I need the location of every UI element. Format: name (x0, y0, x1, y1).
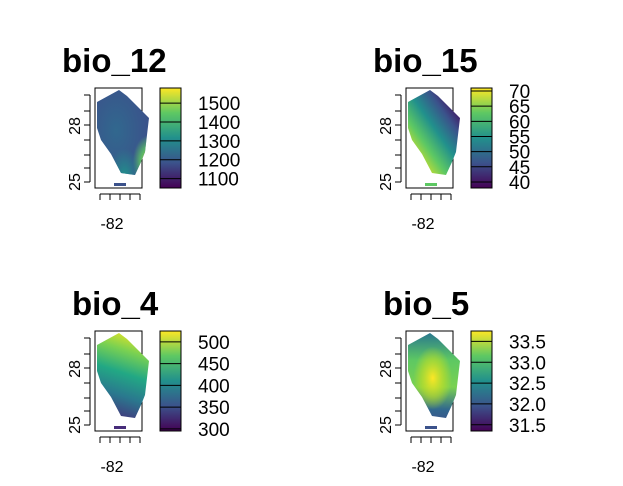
colorbar-fill (471, 88, 492, 188)
colorbar-label: 1200 (198, 151, 240, 172)
colorbar-border (159, 330, 182, 432)
colorbar-border (470, 87, 493, 189)
colorbar-fill (160, 88, 181, 188)
colorbar-label: 450 (198, 355, 230, 376)
y-tick-label: 25 (378, 416, 395, 434)
colorbar-label: 1100 (198, 170, 239, 191)
panel-title: bio_15 (373, 42, 478, 79)
y-tick-label: 28 (67, 360, 84, 378)
colorbar-label: 50 (509, 143, 530, 164)
y-axis (395, 337, 402, 426)
x-tick-label: -82 (100, 216, 123, 233)
colorbar-label: 40 (509, 173, 530, 194)
colorbar-border (470, 330, 493, 432)
x-tick-label: -82 (411, 459, 434, 476)
colorbar-label: 33.5 (509, 332, 546, 353)
panel-title: bio_5 (383, 285, 469, 322)
x-axis (410, 436, 452, 443)
colorbar-label: 400 (198, 376, 230, 397)
panel-title: bio_12 (62, 42, 167, 79)
x-axis (99, 436, 141, 443)
colorbar-label: 300 (198, 420, 230, 441)
y-tick-label: 25 (67, 416, 84, 434)
keys-shape (425, 183, 437, 186)
colorbar-label: 65 (509, 97, 530, 118)
keys-shape (114, 183, 126, 186)
y-tick-label: 28 (67, 117, 84, 135)
y-axis (84, 337, 91, 426)
y-axis (395, 94, 402, 183)
colorbar-label: 1300 (198, 132, 240, 153)
y-axis (84, 94, 91, 183)
colorbar-fill (160, 331, 181, 431)
colorbar-border (159, 87, 182, 189)
colorbar-label: 70 (509, 82, 530, 103)
x-tick-label: -82 (100, 459, 123, 476)
legend-colorbar: 31.532.032.533.033.5 (470, 330, 546, 437)
colorbar-label: 55 (509, 127, 530, 148)
y-tick-label: 28 (378, 360, 395, 378)
colorbar-label: 32.5 (509, 374, 546, 395)
colorbar-label: 33.0 (509, 353, 546, 374)
colorbar-label: 60 (509, 112, 530, 133)
colorbar-label: 45 (509, 158, 530, 179)
keys-shape (114, 426, 126, 429)
x-tick-label: -82 (411, 216, 434, 233)
y-tick-label: 25 (67, 173, 84, 191)
colorbar-label: 1400 (198, 113, 240, 134)
colorbar-label: 350 (198, 398, 230, 419)
colorbar-fill (471, 331, 492, 431)
y-tick-label: 28 (378, 117, 395, 135)
colorbar-label: 32.0 (509, 395, 546, 416)
x-axis (99, 193, 141, 200)
keys-shape (425, 426, 437, 429)
panel-bio-5: bio_5 28 25 -82 31.532.032.533.033.5 (378, 285, 546, 476)
y-tick-label: 25 (378, 173, 395, 191)
colorbar-label: 31.5 (509, 416, 546, 437)
panel-title: bio_4 (72, 285, 159, 322)
colorbar-label: 500 (198, 333, 230, 354)
x-axis (410, 193, 452, 200)
colorbar-label: 1500 (198, 94, 240, 115)
